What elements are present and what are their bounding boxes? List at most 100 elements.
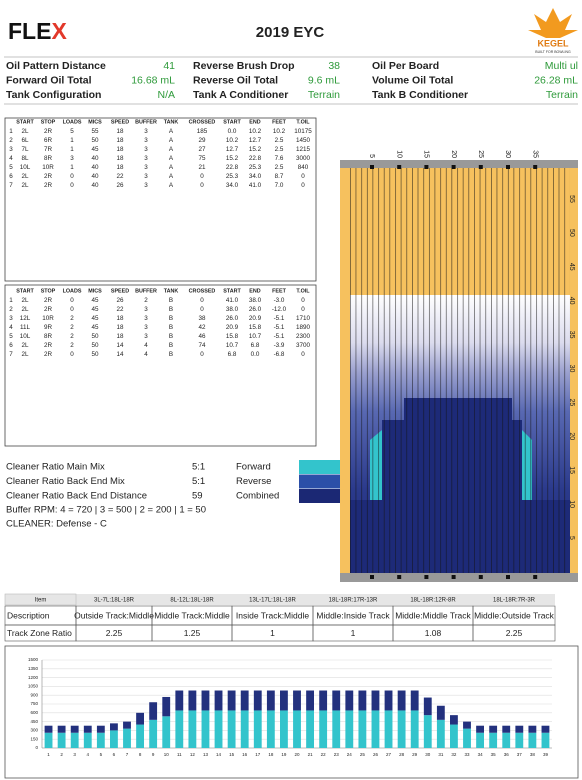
table-cell: 3 xyxy=(144,306,148,313)
x-tick-label: 22 xyxy=(321,752,327,757)
table-cell: 3 xyxy=(144,182,148,189)
x-tick-label: 23 xyxy=(334,752,340,757)
bar xyxy=(450,724,458,748)
table-cell: 22 xyxy=(116,306,124,313)
table-cell: 0 xyxy=(301,297,305,304)
table-cell: 2L xyxy=(21,297,29,304)
x-tick-label: 11 xyxy=(177,752,182,757)
info-label: Tank A Conditioner xyxy=(193,89,288,101)
table-cell: 0 xyxy=(200,173,204,180)
table-cell: 15.8 xyxy=(249,324,262,331)
bar xyxy=(384,690,393,711)
table-cell: 45 xyxy=(91,297,99,304)
info-label: Volume Oil Total xyxy=(372,74,453,86)
table-cell: 0 xyxy=(70,306,74,313)
bar xyxy=(201,690,210,711)
table-header: START xyxy=(16,288,34,294)
table-cell: 7.0 xyxy=(275,182,284,189)
logo-text: FLE xyxy=(8,18,51,44)
x-tick-label: 34 xyxy=(478,752,484,757)
bar xyxy=(201,710,210,748)
table-cell: 2R xyxy=(44,306,53,313)
table-cell: 1 xyxy=(9,297,13,304)
kegel-bird xyxy=(528,8,578,38)
bar xyxy=(280,690,288,711)
bar xyxy=(332,710,341,748)
feet-label: 15 xyxy=(568,466,575,474)
table-cell: 1 xyxy=(70,146,74,153)
x-tick-label: 4 xyxy=(87,752,90,757)
bar xyxy=(175,710,184,748)
table-cell: 50 xyxy=(91,342,99,349)
table-cell: 26.0 xyxy=(249,306,262,313)
lane-marker xyxy=(506,575,510,579)
bar xyxy=(306,690,314,711)
bar xyxy=(423,715,432,748)
table-cell: 21 xyxy=(198,164,206,171)
bar xyxy=(136,712,144,725)
zone-cell-text: 1.08 xyxy=(425,628,442,638)
table-cell: 10.7 xyxy=(226,342,239,349)
x-tick-label: 37 xyxy=(517,752,523,757)
bar xyxy=(371,690,380,711)
zone-cell-text: 18L-18R:17R-13R xyxy=(329,598,378,604)
info-value: Terrain xyxy=(546,89,578,101)
reverse-table-box xyxy=(4,284,317,447)
table-cell: A xyxy=(169,155,174,162)
chart-frame xyxy=(4,645,579,779)
x-tick-label: 18 xyxy=(268,752,274,757)
table-cell: 3 xyxy=(70,155,74,162)
table-cell: 840 xyxy=(298,164,309,171)
x-tick-label: 16 xyxy=(242,752,248,757)
table-cell: 12.7 xyxy=(226,146,239,153)
feet-label: 55 xyxy=(568,195,575,203)
table-header: END xyxy=(249,288,260,294)
table-cell: 6 xyxy=(9,173,13,180)
zone-cell-text: Inside Track:Middle xyxy=(236,610,309,620)
table-cell: 20.9 xyxy=(226,324,239,331)
table-cell: 3 xyxy=(144,324,148,331)
forward-table-box xyxy=(4,117,317,282)
table-cell: 45 xyxy=(91,146,99,153)
table-cell: 0.0 xyxy=(251,351,260,358)
zone-cell-text: Middle:Outside Track xyxy=(474,610,555,620)
zone-cell xyxy=(472,624,556,642)
table-header: LOADS xyxy=(63,288,82,294)
y-tick-label: 450 xyxy=(30,719,38,724)
legend-swatch xyxy=(299,489,340,503)
table-cell: 0 xyxy=(301,306,305,313)
bar xyxy=(227,690,236,711)
table-cell: 3 xyxy=(144,164,148,171)
x-tick-label: 21 xyxy=(308,752,314,757)
table-cell: 10.2 xyxy=(273,128,286,135)
table-cell: 1 xyxy=(70,164,74,171)
table-cell: 0 xyxy=(200,351,204,358)
table-cell: A xyxy=(169,173,174,180)
table-cell: 7 xyxy=(9,351,13,358)
table-cell: 12.7 xyxy=(249,137,262,144)
bar xyxy=(541,725,550,733)
lane-marker xyxy=(370,165,374,169)
table-header: CROSSED xyxy=(189,119,216,125)
table-cell: 7R xyxy=(44,146,53,153)
kegel-name: KEGEL xyxy=(537,38,569,48)
info-value: 41 xyxy=(163,60,175,72)
zone-cell-text: Middle:Inside Track xyxy=(316,610,390,620)
bar xyxy=(280,710,288,748)
table-cell: 6.8 xyxy=(251,342,260,349)
table-cell: 2 xyxy=(70,324,74,331)
x-tick-label: 14 xyxy=(216,752,222,757)
zone-cell-text: Track Zone Ratio xyxy=(7,628,72,638)
bar xyxy=(240,690,249,711)
table-header: START xyxy=(16,119,34,125)
bar xyxy=(83,725,92,733)
table-cell: 3 xyxy=(9,315,13,322)
table-cell: 4 xyxy=(9,324,13,331)
table-cell: 2R xyxy=(44,182,53,189)
table-cell: 40 xyxy=(91,164,99,171)
table-cell: 14 xyxy=(116,351,124,358)
table-header: BUFFER xyxy=(135,119,157,125)
table-cell: 0.0 xyxy=(228,128,237,135)
bar xyxy=(345,710,354,748)
